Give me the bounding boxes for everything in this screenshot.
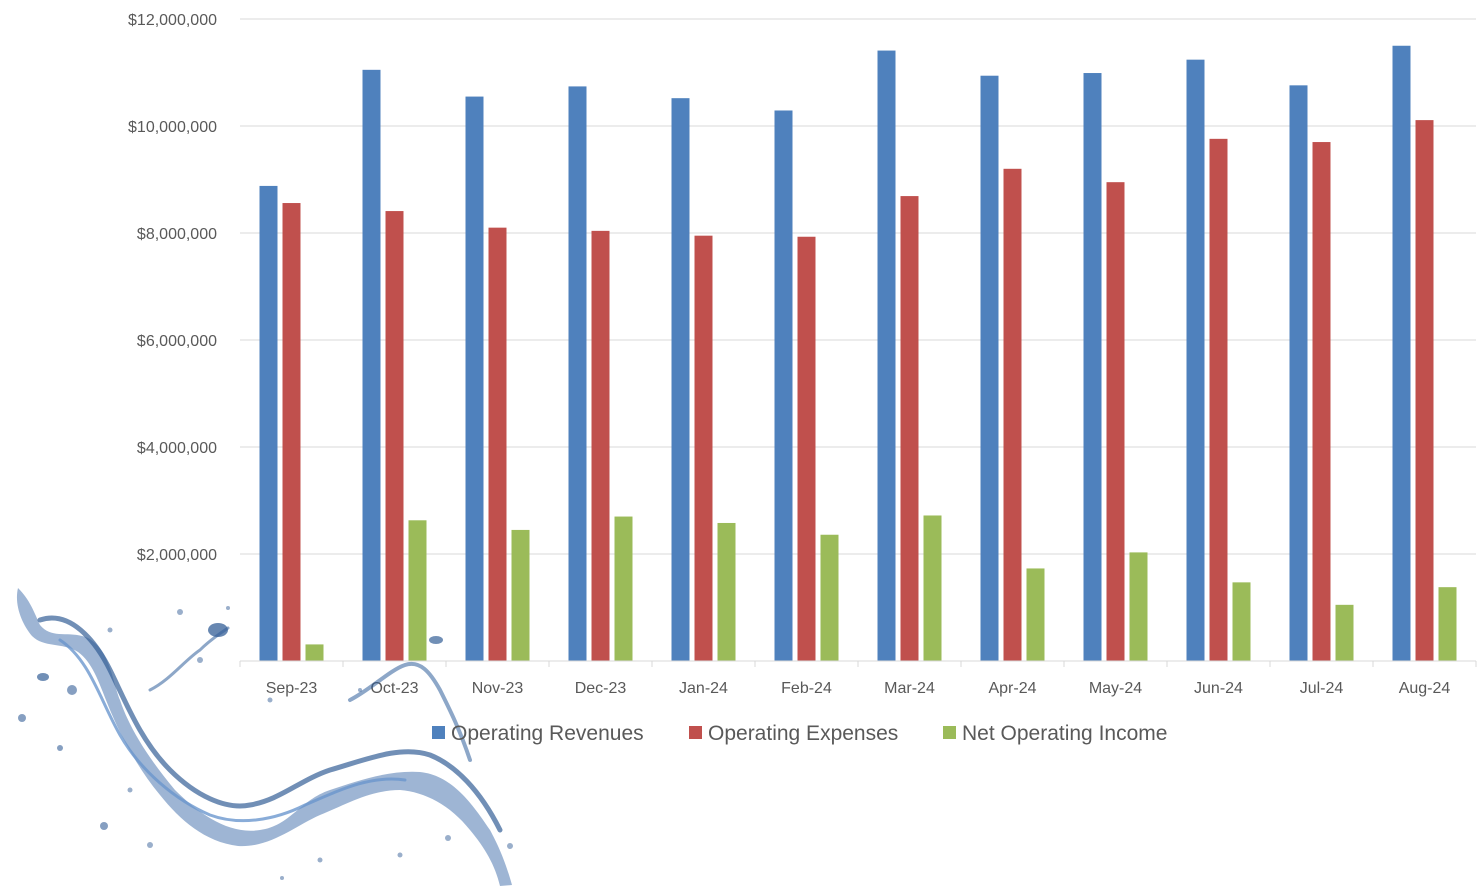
bar-net-operating-income [305,644,324,661]
bar-operating-expenses [488,227,507,661]
bar-net-operating-income [408,520,427,661]
y-tick-label: $12,000,000 [128,12,217,29]
bar-operating-revenues [259,185,278,662]
x-tick-label: Dec-23 [575,680,627,697]
bar-operating-revenues [671,98,690,662]
x-tick-label: Jul-24 [1300,680,1344,697]
bar-operating-revenues [1083,73,1102,661]
bar-net-operating-income [1335,604,1354,661]
bar-operating-revenues [774,110,793,662]
bar-operating-expenses [1106,182,1125,662]
bar-net-operating-income [614,516,633,661]
bar-operating-expenses [1003,168,1022,662]
gridlines [240,18,1476,555]
bar-operating-revenues [465,96,484,661]
y-tick-label: $2,000,000 [137,547,217,564]
bar-operating-expenses [282,203,301,662]
y-axis: $2,000,000 $4,000,000 $6,000,000 $8,000,000… [128,12,217,564]
bar-operating-revenues [980,75,999,661]
bar-net-operating-income [1232,582,1251,661]
bar-operating-revenues [1289,85,1308,662]
x-axis: Sep-23 Oct-23 Nov-23 Dec-23 Jan-24 Feb-24 Mar-… [239,660,1477,697]
legend-swatch [943,726,956,739]
legend-label: Net Operating Income [962,722,1167,745]
bar-operating-revenues [877,50,896,661]
bar-net-operating-income [1026,568,1045,661]
bar-operating-revenues [1186,59,1205,662]
bar-operating-expenses [797,236,816,661]
bar-operating-expenses [385,211,404,661]
legend-swatch [432,726,445,739]
x-tick-label: Feb-24 [781,680,832,697]
x-tick-label: Jan-24 [679,680,728,697]
y-tick-label: $6,000,000 [137,333,217,350]
bar-operating-expenses [900,196,919,661]
x-tick-label: May-24 [1089,680,1142,697]
bar-operating-expenses [1415,120,1434,662]
x-tick-label: Apr-24 [988,680,1036,697]
x-tick-label: Sep-23 [266,680,318,697]
y-tick-label: $10,000,000 [128,119,217,136]
bar-operating-revenues [1392,45,1411,661]
y-tick-label: $8,000,000 [137,226,217,243]
y-tick-label: $4,000,000 [137,440,217,457]
x-tick-label: Mar-24 [884,680,935,697]
bar-net-operating-income [717,522,736,661]
legend: Operating Revenues Operating Expenses Net … [432,722,1167,745]
legend-label: Operating Expenses [708,722,898,745]
bars [259,45,1457,662]
bar-operating-revenues [568,86,587,661]
water-splash-icon [16,588,513,886]
bar-net-operating-income [923,515,942,661]
bar-operating-revenues [362,69,381,661]
bar-operating-expenses [1209,138,1228,662]
legend-label: Operating Revenues [451,722,644,745]
bar-operating-expenses [1312,142,1331,662]
x-tick-label: Aug-24 [1399,680,1451,697]
x-tick-label: Oct-23 [370,680,418,697]
x-tick-label: Jun-24 [1194,680,1243,697]
bar-net-operating-income [511,529,530,661]
x-tick-label: Nov-23 [472,680,524,697]
bar-net-operating-income [1438,587,1457,661]
bar-operating-expenses [591,230,610,662]
bar-operating-expenses [694,235,713,662]
legend-swatch [689,726,702,739]
bar-net-operating-income [1129,552,1148,661]
bar-net-operating-income [820,534,839,661]
